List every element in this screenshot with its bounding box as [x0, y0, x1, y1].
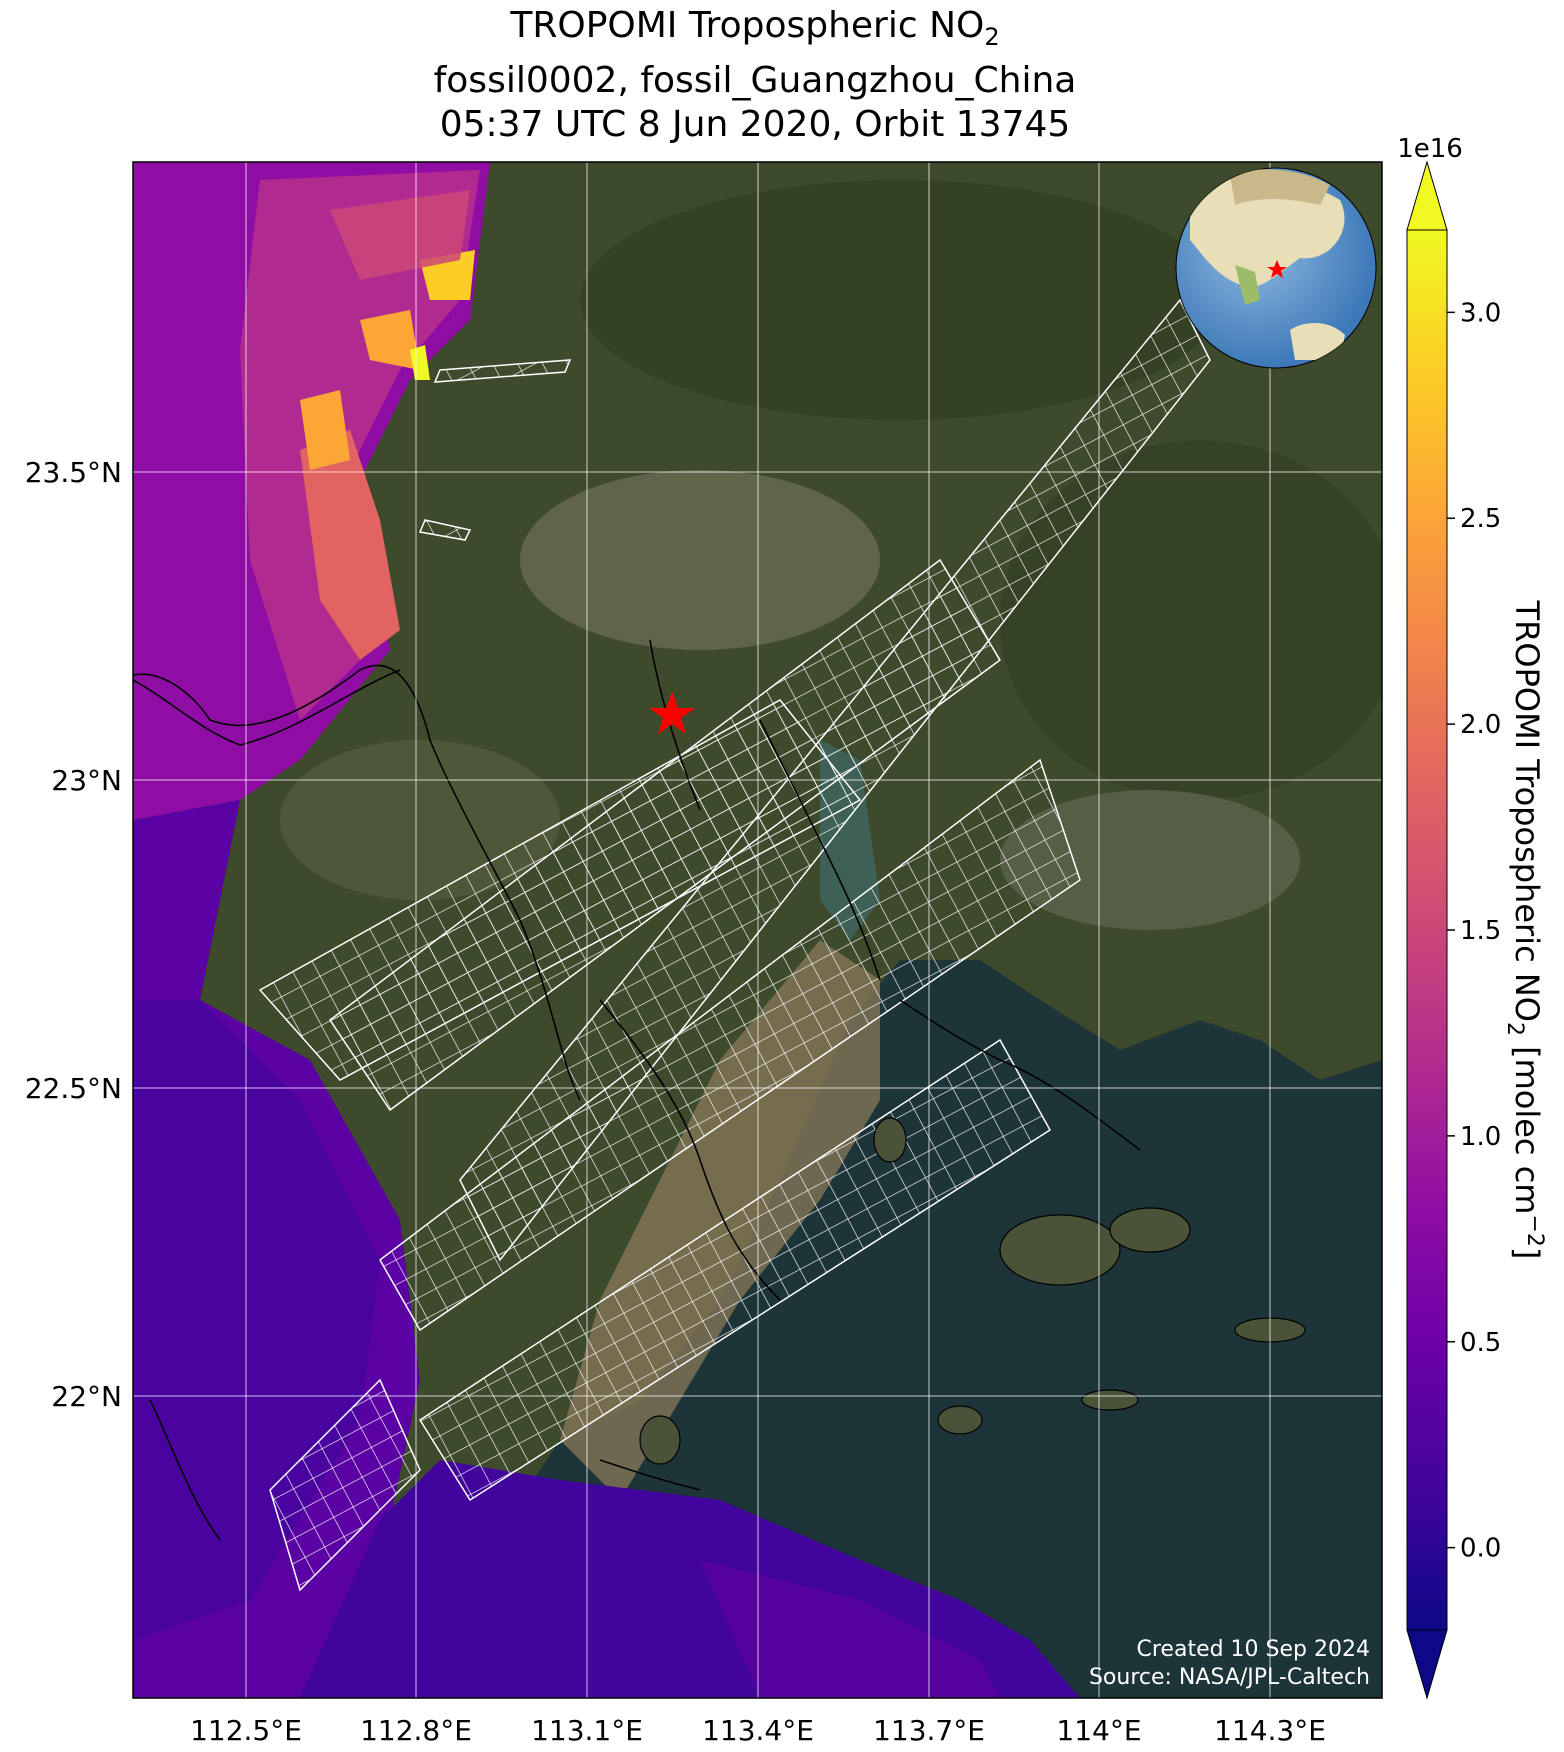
- longitude-tick-labels: 112.5°E 112.8°E 113.1°E 113.4°E 113.7°E 114°E…: [190, 1714, 1326, 1747]
- colorbar: 1e16 3.0 2.5 2.0 1.5 1.0 0.5 0.0 TROPOMI Tropo…: [1397, 134, 1547, 1700]
- title-line-1: TROPOMI Tropospheric NO2: [510, 5, 1000, 52]
- lon-tick-label: 112.8°E: [360, 1714, 472, 1747]
- islands: [639, 1117, 1306, 1465]
- lon-tick-label: 113.1°E: [531, 1714, 643, 1747]
- lat-tick-label: 22.5°N: [25, 1072, 122, 1105]
- map-frame: [132, 161, 1383, 1699]
- latitude-gridlines: [133, 471, 1382, 1397]
- colorbar-tick-label: 3.0: [1460, 298, 1501, 328]
- colorbar-tick-label: 0.0: [1460, 1534, 1501, 1564]
- colorbar-gradient: [1406, 229, 1448, 1631]
- lon-tick-label: 114.3°E: [1214, 1714, 1326, 1747]
- target-star-marker: [649, 692, 695, 734]
- colorbar-extend-min: [1406, 1629, 1448, 1700]
- colorbar-tick-label: 0.5: [1460, 1328, 1501, 1358]
- lat-tick-label: 23°N: [51, 764, 122, 797]
- title-line-2: fossil0002, fossil_Guangzhou_China: [433, 60, 1077, 102]
- figure-title: TROPOMI Tropospheric NO2 fossil0002, fos…: [0, 4, 1510, 147]
- globe-inset: [1175, 167, 1377, 369]
- no2-plume-north: [133, 162, 490, 820]
- coastlines: [133, 639, 1141, 1541]
- map-panel: Created 10 Sep 2024 Source: NASA/JPL-Cal…: [133, 162, 1382, 1698]
- latitude-tick-labels: 23.5°N 23°N 22.5°N 22°N: [25, 456, 122, 1413]
- lat-tick-label: 22°N: [51, 1380, 122, 1413]
- colorbar-label: TROPOMI Tropospheric NO2 [molec cm−2]: [1502, 600, 1547, 1260]
- credit-source: Source: NASA/JPL-Caltech: [1089, 1665, 1370, 1690]
- colorbar-ticks: 3.0 2.5 2.0 1.5 1.0 0.5 0.0: [1447, 298, 1501, 1564]
- lon-tick-label: 112.5°E: [190, 1714, 302, 1747]
- credit-created: Created 10 Sep 2024: [1137, 1637, 1371, 1662]
- lon-tick-label: 113.7°E: [873, 1714, 985, 1747]
- no2-south-edge: [300, 1460, 1080, 1698]
- lat-tick-label: 23.5°N: [25, 456, 122, 489]
- colorbar-tick-label: 1.0: [1460, 1122, 1501, 1152]
- title-line-3: 05:37 UTC 8 Jun 2020, Orbit 13745: [439, 104, 1071, 146]
- lon-tick-label: 113.4°E: [702, 1714, 814, 1747]
- colorbar-tick-label: 2.5: [1460, 504, 1501, 534]
- globe-target-star: [1267, 260, 1287, 278]
- lon-tick-label: 114°E: [1056, 1714, 1141, 1747]
- colorbar-exponent: 1e16: [1397, 134, 1463, 164]
- longitude-gridlines: [245, 162, 1271, 1698]
- colorbar-tick-label: 1.5: [1460, 916, 1501, 946]
- colorbar-extend-max: [1406, 160, 1448, 231]
- terrain-texture: [280, 180, 1382, 930]
- colorbar-tick-label: 2.0: [1460, 710, 1501, 740]
